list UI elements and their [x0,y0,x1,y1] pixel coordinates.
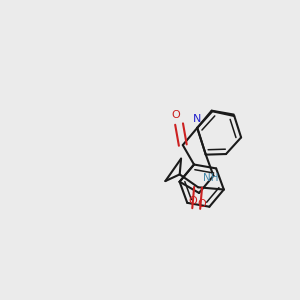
Text: N: N [193,114,201,124]
Text: NH: NH [202,173,218,183]
Text: O: O [197,199,206,209]
Text: O: O [189,196,197,206]
Text: O: O [171,110,180,120]
